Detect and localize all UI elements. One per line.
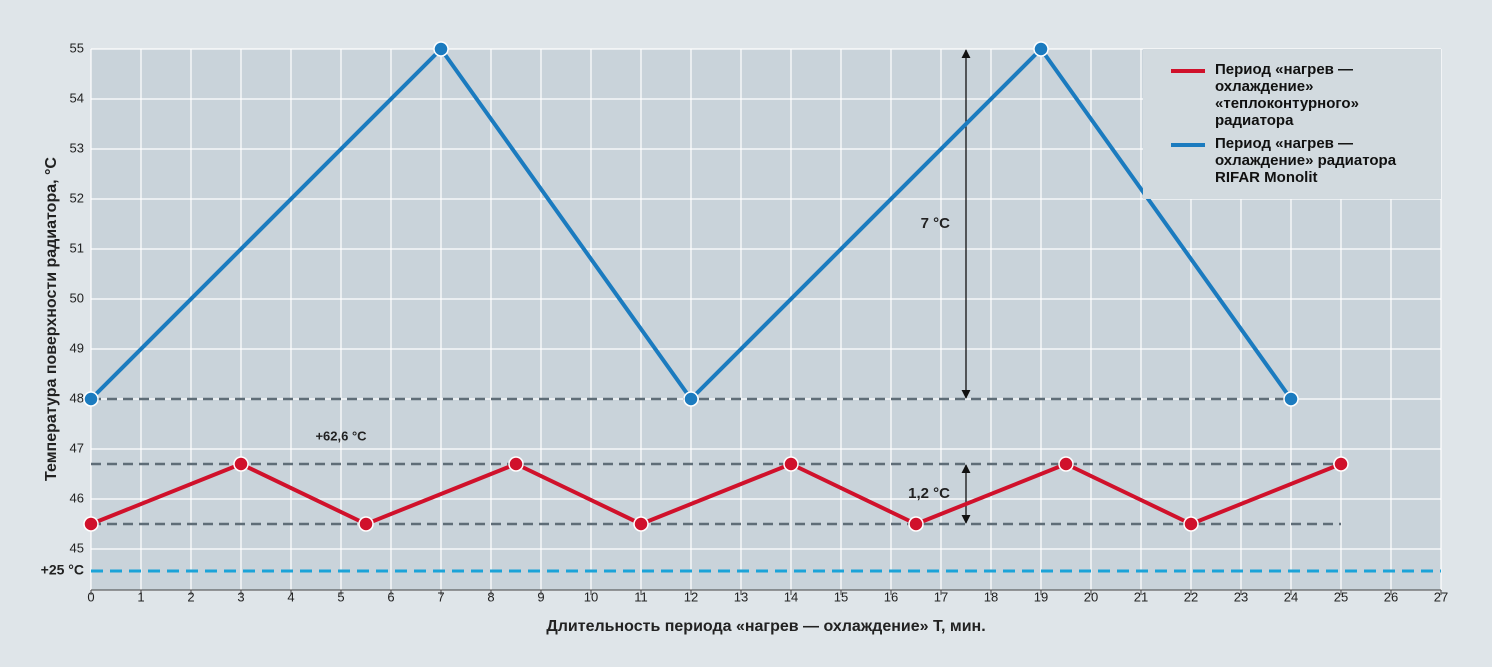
x-tick-label: 1 (137, 589, 144, 604)
point (233, 456, 249, 472)
x-tick-label: 10 (584, 589, 598, 604)
y-tick-label: 52 (70, 190, 84, 205)
legend-item: Период «нагрев — охлаждение» радиатора R… (1171, 135, 1431, 186)
x-tick-label: 3 (237, 589, 244, 604)
point (908, 516, 924, 532)
x-tick-label: 24 (1284, 589, 1298, 604)
y-tick-label: 49 (70, 340, 84, 355)
legend-label: Период «нагрев — охлаждение» радиатора R… (1215, 135, 1397, 186)
x-tick-label: 18 (984, 589, 998, 604)
x-tick-label: 26 (1384, 589, 1398, 604)
x-tick-label: 9 (537, 589, 544, 604)
x-tick-label: 11 (634, 589, 648, 604)
point (683, 391, 699, 407)
x-tick-label: 17 (934, 589, 948, 604)
x-tick-label: 5 (337, 589, 344, 604)
y-tick-label: 54 (70, 90, 84, 105)
point (358, 516, 374, 532)
x-tick-label: 27 (1434, 589, 1448, 604)
point (83, 516, 99, 532)
point (1283, 391, 1299, 407)
series-line (90, 462, 1342, 526)
point (633, 516, 649, 532)
legend-swatch (1171, 143, 1205, 147)
point (1058, 456, 1074, 472)
x-tick-label: 25 (1334, 589, 1348, 604)
x-tick-label: 13 (734, 589, 748, 604)
x-tick-label: 15 (834, 589, 848, 604)
x-tick-label: 0 (87, 589, 94, 604)
x-axis-label: Длительность периода «нагрев — охлаждени… (546, 618, 985, 635)
y-tick-label: 46 (70, 490, 84, 505)
y-tick-label: 45 (70, 540, 84, 555)
x-tick-label: 4 (287, 589, 294, 604)
y-tick-label: 47 (70, 440, 84, 455)
point (508, 456, 524, 472)
x-tick-label: 7 (437, 589, 444, 604)
x-tick-label: 6 (387, 589, 394, 604)
x-tick-label: 20 (1084, 589, 1098, 604)
point (433, 41, 449, 57)
point (83, 391, 99, 407)
y-tick-label: 51 (70, 240, 84, 255)
point (783, 456, 799, 472)
x-tick-label: 14 (784, 589, 798, 604)
legend-swatch (1171, 69, 1205, 73)
x-tick-label: 8 (487, 589, 494, 604)
legend-label: Период «нагрев — охлаждение» «теплоконту… (1215, 61, 1359, 129)
y-tick-label: 55 (70, 40, 84, 55)
y-axis-label: Температура поверхности радиатора, °C (43, 157, 60, 481)
y-tick-label: 53 (70, 140, 84, 155)
point (1033, 41, 1049, 57)
y-tick-label: 48 (70, 390, 84, 405)
point (1183, 516, 1199, 532)
point (1333, 456, 1349, 472)
range-label: 7 °C (921, 215, 951, 232)
x-tick-label: 16 (884, 589, 898, 604)
y-tick-label: 50 (70, 290, 84, 305)
x-tick-label: 22 (1184, 589, 1198, 604)
annotation: +62,6 °C (315, 428, 367, 443)
x-tick-label: 19 (1034, 589, 1048, 604)
range-label: 1,2 °C (908, 485, 950, 502)
x-tick-label: 23 (1234, 589, 1248, 604)
legend: Период «нагрев — охлаждение» «теплоконту… (1143, 49, 1441, 199)
legend-item: Период «нагрев — охлаждение» «теплоконту… (1171, 61, 1431, 129)
reference-label: +25 °C (41, 562, 84, 578)
x-tick-label: 2 (187, 589, 194, 604)
x-tick-label: 12 (684, 589, 698, 604)
x-tick-label: 21 (1134, 589, 1148, 604)
